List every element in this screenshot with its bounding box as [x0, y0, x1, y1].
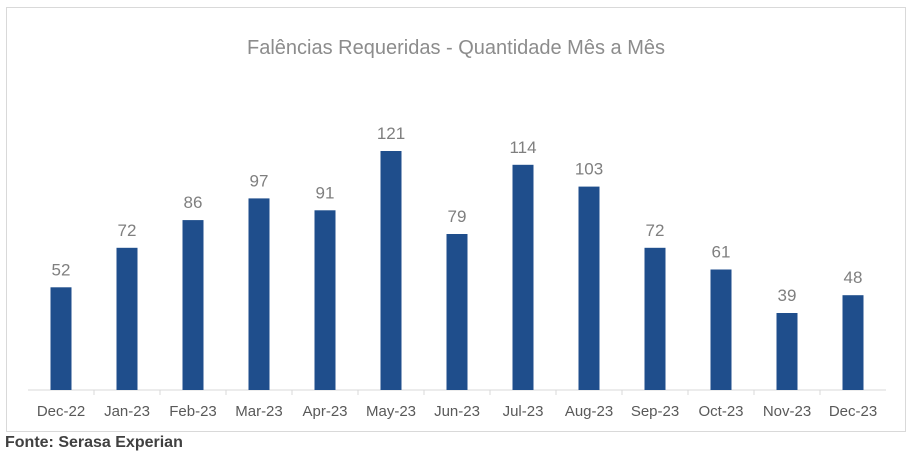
bar-feb-23: [182, 220, 204, 390]
data-label-dec-22: 52: [52, 260, 71, 279]
bar-may-23: [380, 151, 402, 390]
bar-chart: Falências Requeridas - Quantidade Mês a …: [28, 37, 886, 420]
source-note: Fonte: Serasa Experian: [5, 434, 183, 451]
bar-jan-23: [116, 247, 138, 390]
bar-jul-23: [512, 164, 534, 390]
data-label-mar-23: 97: [250, 171, 269, 190]
x-tick-label-sep-23: Sep-23: [631, 403, 679, 420]
data-label-nov-23: 39: [778, 286, 797, 305]
x-tick-label-feb-23: Feb-23: [169, 403, 217, 420]
data-label-may-23: 121: [377, 124, 405, 143]
x-tick-label-may-23: May-23: [366, 403, 416, 420]
data-label-jun-23: 79: [448, 207, 467, 226]
bar-dec-22: [50, 287, 72, 390]
x-tick-label-mar-23: Mar-23: [235, 403, 283, 420]
x-tick-label-jan-23: Jan-23: [104, 403, 150, 420]
data-label-jan-23: 72: [118, 221, 137, 240]
x-tick-label-jun-23: Jun-23: [434, 403, 480, 420]
bar-series: 52 72 86 97 91 121 79 114 103 72 61 39 48: [50, 124, 864, 390]
data-label-sep-23: 72: [646, 221, 665, 240]
x-tick-label-apr-23: Apr-23: [302, 403, 347, 420]
x-axis-ticks: Dec-22 Jan-23 Feb-23 Mar-23 Apr-23 May-23 Jun-…: [37, 390, 877, 420]
chart-title: Falências Requeridas - Quantidade Mês a …: [247, 37, 665, 59]
x-tick-label-dec-23: Dec-23: [829, 403, 877, 420]
bar-dec-23: [842, 295, 864, 390]
bar-mar-23: [248, 198, 270, 390]
data-label-oct-23: 61: [712, 243, 731, 262]
x-tick-label-dec-22: Dec-22: [37, 403, 85, 420]
data-label-jul-23: 114: [509, 138, 536, 157]
x-tick-label-aug-23: Aug-23: [565, 403, 613, 420]
data-label-dec-23: 48: [844, 268, 863, 287]
x-tick-label-jul-23: Jul-23: [503, 403, 544, 420]
bar-nov-23: [776, 313, 798, 390]
data-label-aug-23: 103: [575, 160, 603, 179]
x-tick-label-oct-23: Oct-23: [698, 403, 743, 420]
x-tick-label-nov-23: Nov-23: [763, 403, 811, 420]
bar-apr-23: [314, 210, 336, 390]
bar-aug-23: [578, 186, 600, 390]
bar-sep-23: [644, 247, 666, 390]
data-label-apr-23: 91: [316, 183, 335, 202]
bar-jun-23: [446, 234, 468, 390]
bar-oct-23: [710, 269, 732, 390]
data-label-feb-23: 86: [184, 193, 203, 212]
